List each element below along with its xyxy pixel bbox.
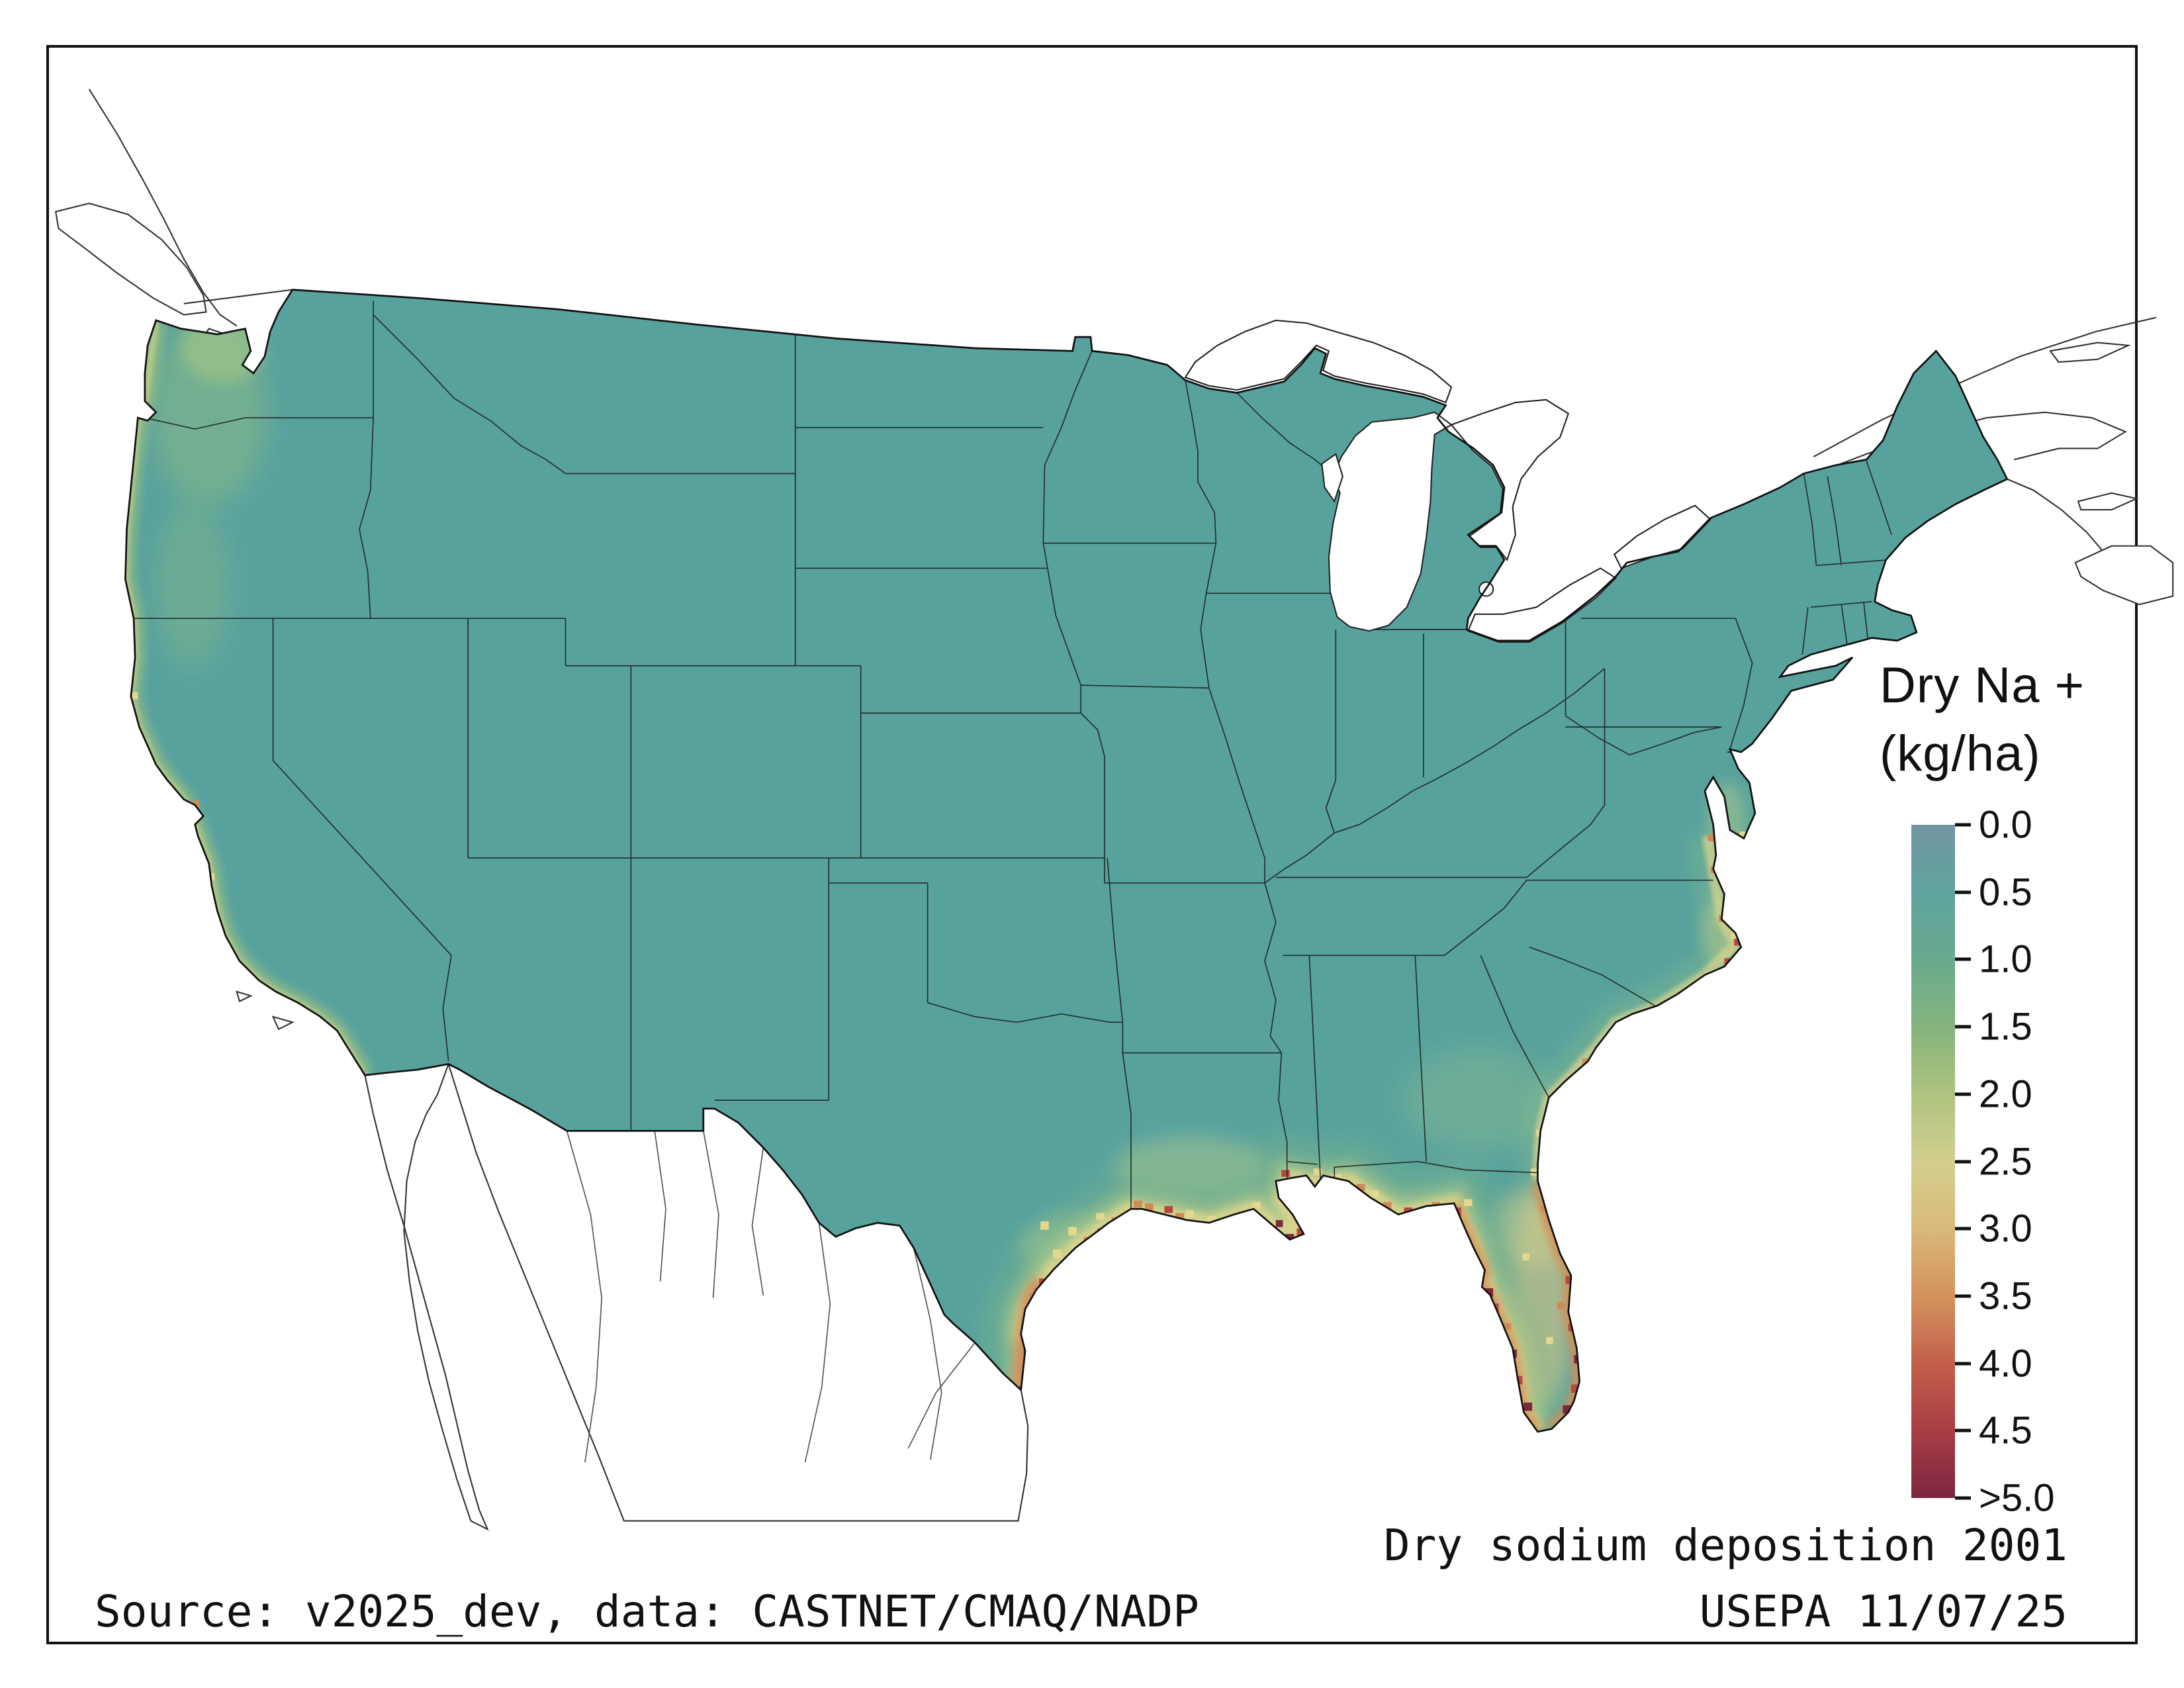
tick-label: 4.5 <box>1979 1409 2032 1452</box>
colorbar-tick: 0.5 <box>1955 870 2032 914</box>
tick-label: 0.5 <box>1979 870 2032 914</box>
colorbar-tick: 1.5 <box>1955 1005 2032 1049</box>
colorbar-tick: 4.5 <box>1955 1409 2032 1453</box>
state-borders <box>134 301 1892 1209</box>
tick-mark <box>1955 823 1971 827</box>
colorbar-tick: 3.5 <box>1955 1274 2032 1318</box>
tick-label: 1.5 <box>1979 1005 2032 1049</box>
source-note: Source: v2025_dev, data: CASTNET/CMAQ/NA… <box>95 1586 1199 1637</box>
tick-label: 3.0 <box>1979 1207 2032 1250</box>
tick-mark <box>1955 1025 1971 1029</box>
tick-mark <box>1955 1227 1971 1231</box>
colorbar-tick: 2.5 <box>1955 1139 2032 1184</box>
legend-title: Dry Na + (kg/ha) <box>1880 652 2085 788</box>
tick-label: >5.0 <box>1979 1476 2055 1520</box>
lake-superior <box>1184 319 1453 404</box>
tick-mark <box>1955 1362 1971 1366</box>
canada-land <box>54 89 2174 606</box>
green-bay <box>1321 453 1343 503</box>
legend-units: (kg/ha) <box>1880 725 2041 782</box>
colorbar-tick: 3.0 <box>1955 1207 2032 1251</box>
tick-mark <box>1955 1496 1971 1500</box>
tick-label: 4.0 <box>1979 1342 2032 1385</box>
tick-mark <box>1955 890 1971 894</box>
channel-islands <box>236 990 295 1031</box>
plot-frame <box>46 45 2138 1644</box>
tick-mark <box>1955 1429 1971 1432</box>
colorbar-tick: 2.0 <box>1955 1072 2032 1116</box>
map-title: Dry sodium deposition 2001 <box>1383 1520 2068 1571</box>
colorbar-gradient <box>1911 825 1955 1498</box>
tick-label: 0.0 <box>1979 803 2032 847</box>
tick-mark <box>1955 957 1971 961</box>
colorbar-tick: >5.0 <box>1955 1476 2055 1521</box>
tick-label: 2.5 <box>1979 1140 2032 1183</box>
lake-huron <box>1450 399 1570 561</box>
tick-mark <box>1955 1160 1971 1163</box>
colorbar-tick: 1.0 <box>1955 937 2032 982</box>
tick-mark <box>1955 1294 1971 1298</box>
tick-label: 1.0 <box>1979 937 2032 981</box>
tick-mark <box>1955 1092 1971 1096</box>
tick-label: 2.0 <box>1979 1072 2032 1116</box>
colorbar-tick: 0.0 <box>1955 803 2032 847</box>
great-lakes <box>1184 319 1711 643</box>
legend-variable: Dry Na + <box>1880 657 2085 714</box>
colorbar-tick: 4.0 <box>1955 1341 2032 1385</box>
tick-label: 3.5 <box>1979 1274 2032 1318</box>
agency-date: USEPA 11/07/25 <box>1699 1586 2068 1637</box>
lake-erie <box>1467 567 1617 643</box>
colorbar: 0.0 0.5 1.0 1.5 2.0 2.5 3.0 3.5 4.0 4.5 … <box>1911 804 2184 1520</box>
